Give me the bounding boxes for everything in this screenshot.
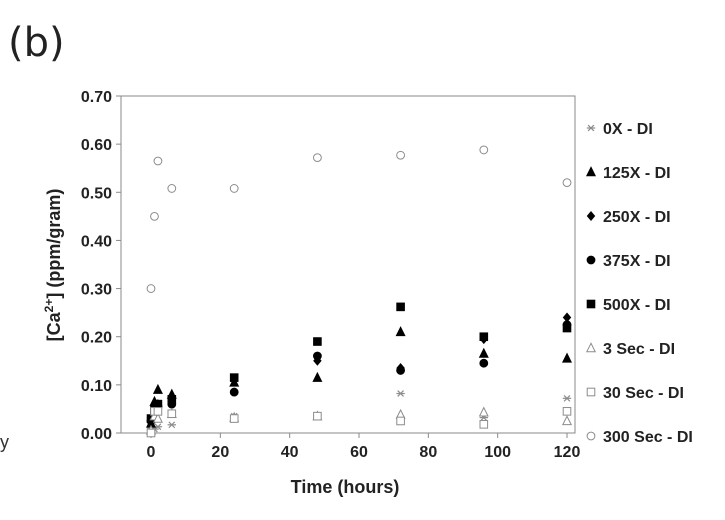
data-point: [395, 326, 406, 337]
data-point: [313, 337, 322, 346]
panel-label: (b): [8, 20, 65, 66]
legend-label: 375X - DI: [603, 253, 671, 270]
data-point: [146, 428, 156, 438]
y-tick-label: 0.40: [81, 233, 112, 250]
data-point: [479, 358, 489, 368]
legend-marker: [586, 255, 596, 265]
data-point: [152, 383, 163, 394]
legend-marker: [585, 342, 597, 353]
plot-area: [120, 95, 576, 434]
data-point: [146, 284, 156, 293]
x-axis: 0 20 40 60 80 100 120: [147, 433, 581, 461]
data-point: [153, 399, 163, 409]
data-points: [145, 145, 573, 438]
y-tick-label: 0.50: [81, 185, 112, 202]
x-tick-label: 80: [419, 444, 437, 461]
legend-marker: [586, 431, 596, 441]
legend-label: 250X - DI: [603, 209, 671, 226]
data-point: [396, 390, 405, 397]
data-point: [153, 156, 163, 166]
data-point: [153, 407, 163, 416]
data-point: [167, 184, 177, 193]
data-point: [312, 371, 323, 382]
legend-marker: [586, 211, 596, 221]
series-30sec-di: [146, 407, 572, 438]
data-point: [396, 366, 406, 375]
stray-mark: y: [0, 432, 9, 452]
legend: 0X - DI 125X - DI 250X - DI 375X - DI 500X -…: [585, 121, 693, 446]
x-tick-label: 100: [484, 444, 511, 461]
x-tick-label: 60: [350, 444, 368, 461]
x-tick-label: 40: [281, 444, 299, 461]
legend-label: 300 Sec - DI: [603, 429, 693, 446]
legend-label: 0X - DI: [603, 121, 653, 138]
data-point: [396, 416, 405, 426]
data-point: [562, 407, 572, 416]
data-point: [562, 394, 572, 402]
data-point: [313, 153, 322, 163]
data-point: [167, 409, 177, 419]
data-point: [150, 211, 159, 221]
legend-marker: [586, 387, 596, 397]
data-point: [167, 395, 177, 404]
y-tick-label: 0.60: [81, 137, 112, 154]
data-point: [561, 415, 573, 426]
data-point: [152, 412, 163, 423]
data-point: [396, 150, 406, 160]
data-point: [479, 332, 489, 342]
legend-label: 30 Sec - DI: [603, 385, 684, 402]
x-axis-label: Time (hours): [291, 477, 400, 497]
data-point: [479, 420, 489, 429]
series-300sec-di: [146, 145, 572, 293]
data-point: [229, 184, 239, 193]
legend-marker: [585, 166, 597, 177]
x-tick-label: 20: [211, 444, 229, 461]
data-point: [229, 414, 239, 423]
legend-label: 125X - DI: [603, 165, 671, 182]
data-point: [167, 421, 176, 429]
data-point: [229, 387, 239, 397]
x-tick-label: 0: [147, 444, 156, 461]
y-axis-label-post: ] (ppm/gram): [44, 189, 64, 299]
x-tick-label: 120: [554, 444, 581, 461]
y-axis-label-pre: [Ca: [44, 311, 64, 341]
data-point: [561, 352, 573, 363]
data-point: [229, 373, 239, 382]
data-point: [313, 351, 322, 361]
data-point: [478, 347, 489, 358]
data-point: [478, 406, 489, 417]
y-tick-label: 0.10: [81, 378, 112, 395]
legend-marker: [586, 299, 596, 309]
data-point: [313, 411, 322, 421]
y-tick-label: 0.30: [81, 282, 112, 299]
legend-label: 3 Sec - DI: [603, 341, 675, 358]
y-tick-label: 0.00: [81, 426, 112, 443]
legend-label: 500X - DI: [603, 297, 671, 314]
y-axis-label: [Ca2+] (ppm/gram): [42, 189, 64, 342]
data-point: [562, 323, 572, 333]
y-axis: 0.00 0.10 0.20 0.30 0.40 0.50 0.60 0.70: [81, 89, 121, 443]
legend-marker: [586, 124, 596, 132]
data-point: [396, 302, 405, 312]
data-point: [562, 178, 572, 188]
y-tick-label: 0.20: [81, 330, 112, 347]
y-tick-label: 0.70: [81, 89, 112, 106]
data-point: [479, 145, 489, 155]
y-axis-label-sup: 2+: [42, 299, 56, 313]
